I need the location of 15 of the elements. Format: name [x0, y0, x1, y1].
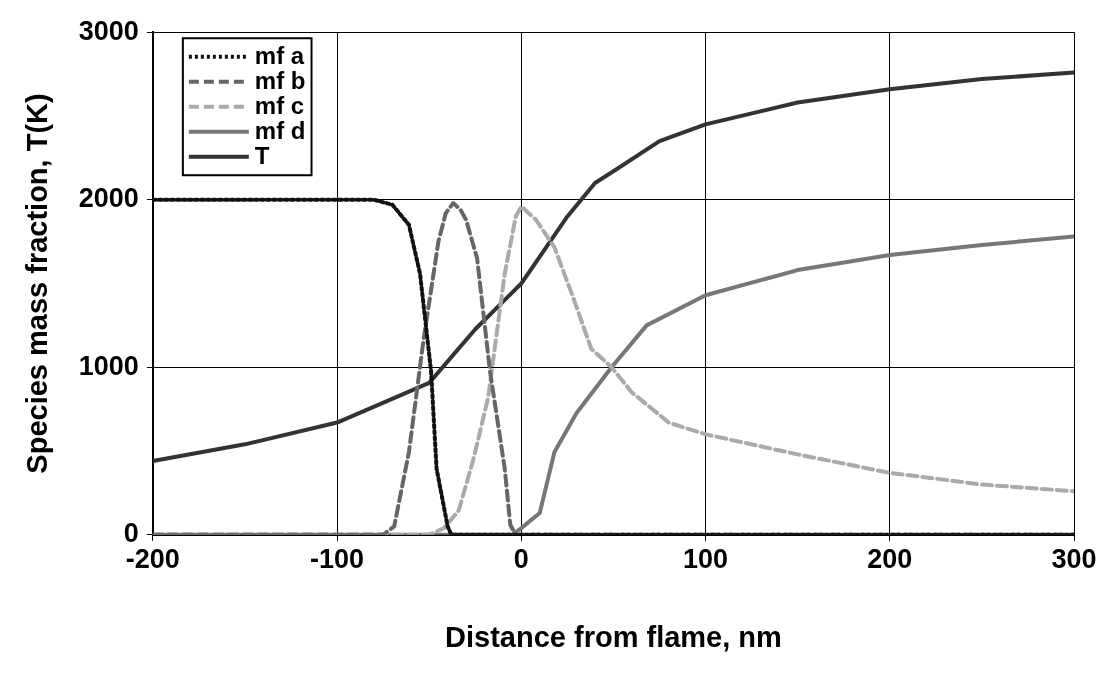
- x-tick-label: 200: [867, 544, 913, 575]
- y-axis-title: Species mass fraction, T(K): [21, 93, 54, 474]
- legend-label: T: [254, 142, 270, 170]
- x-tick-label: -100: [310, 544, 365, 575]
- x-tick-label: 100: [683, 544, 729, 575]
- legend-label: mf a: [254, 42, 305, 70]
- y-tick-label: 3000: [78, 15, 139, 46]
- legend-label: mf d: [254, 117, 306, 145]
- y-tick-label: 2000: [78, 183, 139, 214]
- x-tick-label: 300: [1051, 544, 1097, 575]
- x-tick-label: 0: [513, 544, 529, 575]
- legend-label: mf b: [254, 67, 306, 95]
- x-axis-title: Distance from flame, nm: [445, 620, 782, 653]
- y-tick-label: 1000: [78, 350, 139, 381]
- legend-label: mf c: [254, 92, 305, 120]
